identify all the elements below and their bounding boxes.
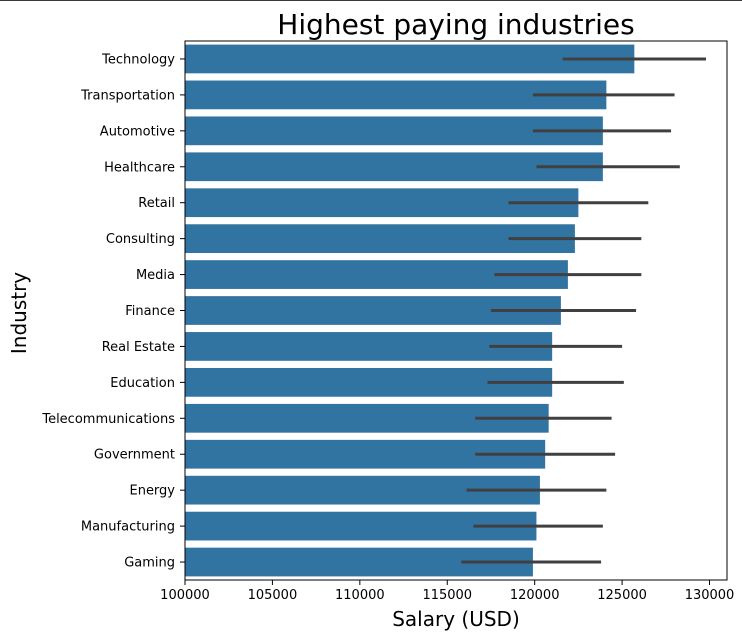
x-tick-label: 125000 [597, 588, 647, 603]
y-tick-label: Automotive [100, 124, 175, 139]
y-tick-label: Technology [101, 52, 175, 67]
x-tick-label: 130000 [685, 588, 735, 603]
y-tick-label: Manufacturing [81, 520, 175, 535]
plot-frame [184, 40, 728, 581]
y-tick-label: Government [94, 448, 175, 463]
axes-layer: Technology Transportation Automotive Health… [41, 40, 735, 603]
y-tick-label: Real Estate [102, 340, 175, 355]
y-tick-label: Retail [138, 196, 175, 211]
chart-title: Highest paying industries [277, 8, 634, 41]
x-tick-label: 115000 [422, 588, 472, 603]
top-rule [0, 0, 742, 1]
x-tick-label: 120000 [510, 588, 560, 603]
y-tick-label: Consulting [106, 232, 175, 247]
errorbars-layer [461, 57, 707, 564]
x-tick-label: 100000 [160, 588, 210, 603]
y-tick-label: Media [136, 268, 175, 283]
y-tick-label: Telecommunications [41, 412, 175, 427]
y-tick-label: Gaming [124, 556, 175, 571]
x-tick-label: 110000 [335, 588, 385, 603]
y-tick-label: Healthcare [104, 160, 175, 175]
bar [185, 44, 635, 74]
y-tick-label: Finance [125, 304, 175, 319]
x-axis-label: Salary (USD) [392, 607, 520, 631]
y-tick-label: Transportation [80, 88, 175, 103]
y-tick-label: Energy [129, 484, 175, 499]
y-tick-label: Education [110, 376, 175, 391]
y-axis-label: Industry [7, 272, 31, 354]
x-tick-label: 105000 [248, 588, 298, 603]
bar [185, 152, 603, 182]
